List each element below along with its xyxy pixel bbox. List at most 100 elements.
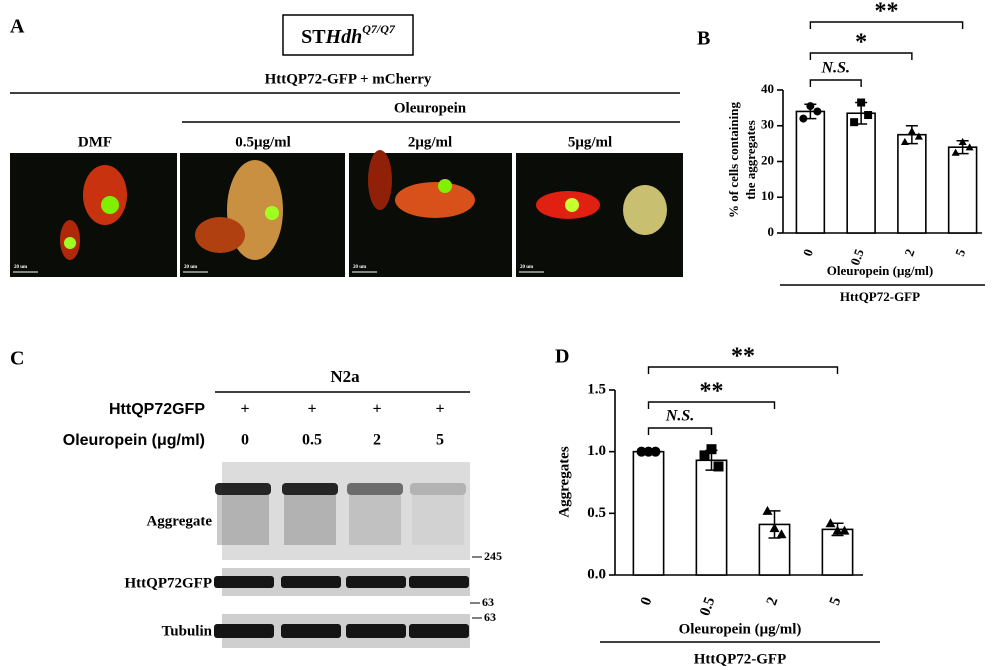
band [409, 576, 469, 588]
significance-bracket [809, 52, 913, 60]
data-point [636, 446, 647, 457]
bar [846, 112, 876, 234]
data-point [813, 107, 822, 116]
marker-label: 63 [482, 595, 494, 609]
scale-bar-label: 20 um [520, 265, 534, 270]
data-point [762, 505, 773, 515]
panel-letter: D [555, 346, 569, 368]
cell-line-title: STHdhQ7/Q7 [301, 22, 396, 48]
y-tick-label: 0.0 [587, 566, 606, 582]
y-tick-label: 1.5 [587, 381, 606, 397]
data-point [769, 523, 780, 533]
x-tick-label: 0.5 [697, 595, 718, 618]
data-point [832, 525, 843, 535]
x-axis-label: Oleuropein (μg/ml) [827, 263, 933, 278]
data-point [907, 127, 916, 135]
data-point [900, 137, 909, 146]
cell-line-label: N2a [330, 367, 360, 386]
scale-bar-label: 20 um [14, 265, 28, 270]
data-point [799, 114, 808, 123]
data-point [850, 118, 859, 127]
title-box [282, 14, 414, 56]
x-tick-label: 0.5 [847, 246, 867, 267]
y-tick-label: 0 [768, 224, 775, 239]
scale-bar-label: 20 um [184, 265, 198, 270]
y-tick-label: 20 [761, 152, 774, 167]
significance-label: ** [700, 379, 724, 405]
bar [632, 450, 665, 576]
cell [101, 196, 119, 214]
condition-label: DMF [78, 134, 112, 150]
y-axis-label: the aggregates [743, 120, 758, 200]
y-tick-label: 40 [761, 81, 774, 96]
bar [947, 146, 978, 234]
smear [217, 495, 269, 545]
bar [795, 110, 826, 234]
significance-label: N.S. [821, 60, 850, 77]
marker-label: 63 [484, 610, 496, 624]
band [410, 483, 466, 495]
significance-label: ** [875, 0, 899, 25]
treatment-label: Oleuropein [394, 100, 467, 116]
significance-label: * [855, 30, 867, 56]
row-label: HttQP72GFP [109, 401, 205, 418]
cell-line-prefix: ST [301, 26, 326, 48]
transfection-mark: + [435, 401, 444, 418]
transfection-mark: + [240, 401, 249, 418]
transfection-mark: + [372, 401, 381, 418]
cell [64, 237, 76, 249]
significance-bracket [809, 79, 862, 87]
cell [195, 217, 245, 253]
data-point [857, 98, 866, 107]
y-axis-label: % of cells containing [726, 102, 741, 218]
cell [565, 198, 579, 212]
band [281, 576, 341, 588]
cell [623, 185, 667, 235]
dose-label: 2 [373, 432, 381, 449]
cell-line-gene: Hdh [325, 26, 363, 48]
cell [265, 206, 279, 220]
marker-label: 245 [484, 549, 502, 563]
y-tick-label: 1.0 [587, 443, 606, 459]
blot-label: Aggregate [146, 513, 212, 529]
data-point [965, 143, 974, 151]
construct-label: HttQP72-GFP + mCherry [265, 71, 432, 87]
y-axis-label: Aggregates [556, 446, 572, 518]
condition-label: 2μg/ml [408, 134, 452, 150]
data-point [706, 444, 717, 455]
band [282, 483, 338, 495]
significance-bracket [647, 366, 839, 374]
significance-label: ** [731, 344, 755, 370]
data-point [958, 137, 967, 146]
blot-label: HttQP72GFP [125, 575, 212, 591]
panel-letter: A [10, 16, 25, 38]
micrographs: DMF 20 um 0.5μg/ml 20 um 2μg/ml 20 um 5μg/ml 20… [10, 134, 683, 277]
bar [821, 528, 854, 576]
significance-label: N.S. [665, 408, 694, 425]
bar [897, 133, 927, 234]
data-point [699, 450, 710, 461]
data-point [776, 529, 787, 539]
western-blots: +0 +0.5 +2 +5 Aggregate HttQP72GFP Tubulin 245 6… [125, 401, 502, 648]
x-tick-label: 5 [827, 595, 845, 608]
data-point [650, 446, 661, 457]
band [346, 576, 406, 588]
significance-bracket [647, 427, 713, 435]
group-label: HttQP72-GFP [694, 651, 786, 667]
data-point [806, 102, 815, 111]
cell [438, 179, 452, 193]
smear [349, 495, 401, 545]
band [409, 624, 469, 638]
dose-label: 0.5 [302, 432, 322, 449]
significance-bracket [809, 21, 964, 29]
data-point [643, 446, 654, 457]
data-point [825, 518, 836, 528]
data-point [713, 461, 724, 472]
band [215, 483, 271, 495]
row-label: Oleuropein (μg/ml) [63, 432, 205, 449]
x-tick-label: 0 [800, 247, 816, 258]
data-point [914, 132, 923, 140]
panel-letter: B [697, 28, 710, 50]
